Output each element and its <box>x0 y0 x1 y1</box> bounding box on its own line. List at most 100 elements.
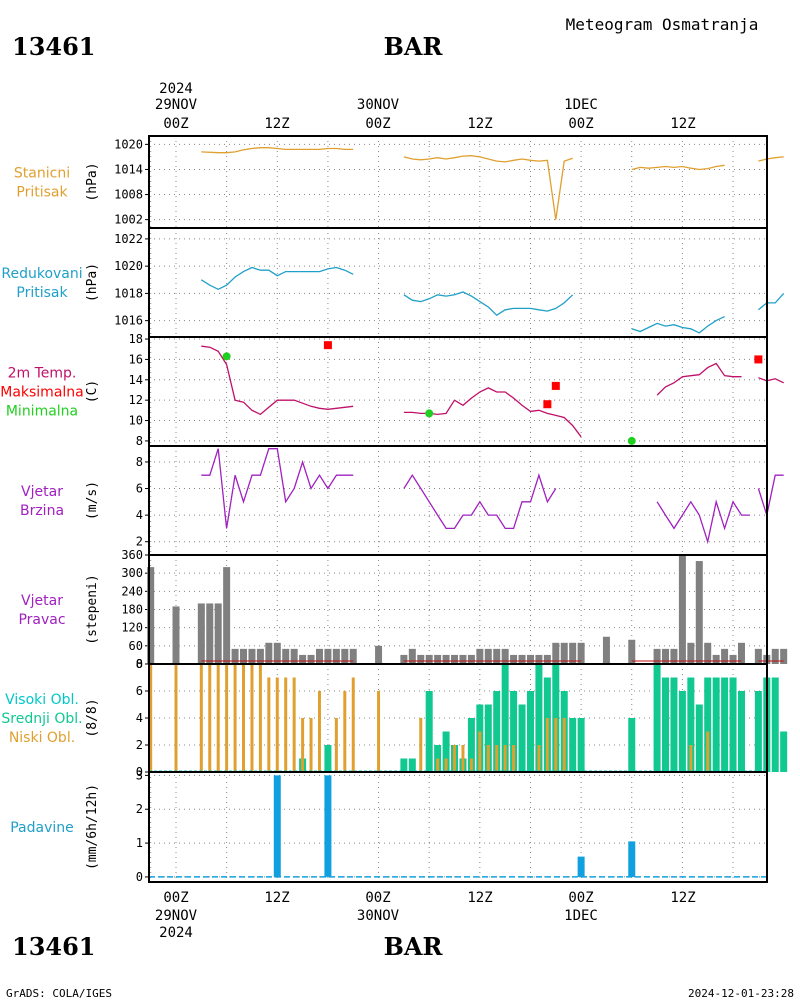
max-temp-marker <box>754 355 763 364</box>
series-line-segment <box>631 316 725 334</box>
hour-label-bottom-3: 00Z <box>365 890 390 906</box>
panel-label: Padavine <box>10 820 74 836</box>
y-axis-label: (stepeni) <box>85 574 100 644</box>
middle-cloud-bar <box>695 704 703 772</box>
low-cloud-bar <box>545 718 549 772</box>
y-tick-label: 6 <box>136 482 143 496</box>
low-cloud-bar <box>512 745 516 772</box>
y-tick-label: 12 <box>129 393 143 407</box>
direction-bar <box>147 567 155 664</box>
direction-bar <box>535 654 543 664</box>
series-line-segment <box>403 291 574 317</box>
direction-bar <box>265 642 273 664</box>
middle-cloud-bar <box>518 704 526 772</box>
low-cloud-bar <box>199 664 203 772</box>
precipitation-bar <box>273 775 281 877</box>
panel-wind-direction: 0 60 120 180 240 300 360 (stepeni) Vjetar Pravac <box>18 548 788 671</box>
direction-bar <box>223 567 231 664</box>
middle-cloud-bar <box>484 704 492 772</box>
y-tick-label: 1022 <box>114 232 143 246</box>
y-tick-label: 1020 <box>114 259 143 273</box>
direction-bar <box>290 648 298 664</box>
min-temp-marker <box>425 409 434 418</box>
middle-cloud-bar <box>569 718 577 772</box>
panel-station-pressure: 1002 1008 1014 1020 (hPa) Stanicni Pritisak <box>14 135 784 229</box>
direction-bar <box>451 654 459 664</box>
direction-bar <box>332 648 340 664</box>
direction-bar <box>560 642 568 664</box>
middle-cloud-bar <box>628 718 636 772</box>
low-cloud-bar <box>301 718 305 772</box>
direction-bar <box>349 648 357 664</box>
direction-bar <box>653 648 661 664</box>
direction-bar <box>737 642 745 664</box>
middle-cloud-bar <box>493 691 501 772</box>
direction-bar <box>375 645 383 664</box>
y-tick-label: 16 <box>129 352 143 366</box>
middle-cloud-bar <box>467 718 475 772</box>
hour-label-bottom-2: 12Z <box>264 890 289 906</box>
direction-bar <box>484 648 492 664</box>
date-label-top-1: 29NOV <box>155 97 198 113</box>
direction-bar <box>501 648 509 664</box>
direction-bar <box>214 603 222 664</box>
direction-bar <box>434 654 442 664</box>
y-tick-label: 8 <box>136 455 143 469</box>
direction-bar <box>729 654 737 664</box>
low-cloud-bar <box>503 745 507 772</box>
direction-bar <box>780 648 788 664</box>
y-tick-label: 180 <box>121 603 143 617</box>
series-line-segment <box>758 377 784 384</box>
low-cloud-bar <box>208 664 212 772</box>
direction-bar <box>400 654 408 664</box>
hour-label-bottom-6: 12Z <box>670 890 695 906</box>
low-cloud-bar <box>554 718 558 772</box>
y-tick-label: 1 <box>136 836 143 850</box>
series-line-segment <box>757 474 784 518</box>
y-tick-label: 8 <box>136 657 143 671</box>
y-tick-label: 8 <box>136 434 143 448</box>
direction-bar <box>678 555 686 664</box>
date-label-bottom-2: 30NOV <box>357 908 400 924</box>
hour-label-bottom-4: 12Z <box>467 890 492 906</box>
panel-label: Visoki Obl. <box>5 692 79 708</box>
middle-cloud-bar <box>678 691 686 772</box>
y-tick-label: 4 <box>136 711 143 725</box>
direction-bar <box>493 648 501 664</box>
low-cloud-bar <box>461 745 465 772</box>
direction-bar <box>552 642 560 664</box>
low-cloud-bar <box>334 718 338 772</box>
middle-cloud-bar <box>425 691 433 772</box>
year-label-bottom: 2024 <box>159 925 193 941</box>
panel-label: Maksimalna <box>0 385 84 401</box>
middle-cloud-bar <box>771 677 779 772</box>
y-tick-label: 120 <box>121 621 143 635</box>
direction-bar <box>408 648 416 664</box>
min-temp-marker <box>222 352 231 361</box>
series-line-segment <box>403 473 557 530</box>
direction-bar <box>324 648 332 664</box>
hour-label-top-3: 00Z <box>365 116 390 132</box>
panel-label: Srednji Obl. <box>1 711 82 727</box>
series-line-segment <box>758 156 784 162</box>
y-tick-label: 6 <box>136 684 143 698</box>
low-cloud-bar <box>174 664 178 772</box>
panel-label: Minimalna <box>6 404 78 420</box>
low-cloud-bar <box>486 745 490 772</box>
middle-cloud-bar <box>535 664 543 772</box>
footer-credit: GrADS: COLA/IGES <box>6 987 112 1000</box>
direction-bar <box>510 654 518 664</box>
direction-bar <box>526 654 534 664</box>
direction-bar <box>417 654 425 664</box>
panel-cloud-cover: 0 2 4 6 8 (8/8) Visoki Obl. Srednji Obl. Niski O… <box>1 657 788 779</box>
y-tick-label: 2 <box>136 802 143 816</box>
y-tick-label: 1016 <box>114 314 143 328</box>
direction-bar <box>315 648 323 664</box>
y-tick-label: 1020 <box>114 137 143 151</box>
direction-bar <box>425 654 433 664</box>
middle-cloud-bar <box>400 758 408 772</box>
panel-temperature: 8 10 12 14 16 18 (C) 2m Temp. Maksimalna Minimaln… <box>0 332 784 448</box>
low-cloud-bar <box>453 745 457 772</box>
panel-reduced-pressure: 1016 1018 1020 1022 (hPa)Redukovani Pritisak <box>1 227 785 338</box>
